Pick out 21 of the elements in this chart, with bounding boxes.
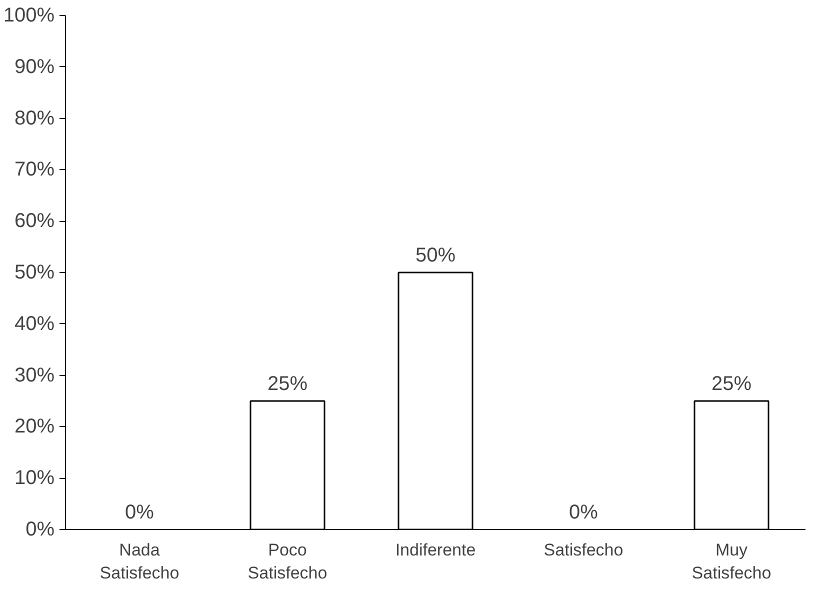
x-tick-label: Satisfecho — [544, 540, 624, 560]
y-tick-label: 20% — [14, 416, 55, 438]
x-tick-label: Muy Satisfecho — [692, 540, 772, 582]
data-label: 0% — [125, 502, 154, 524]
x-tick-label: Indiferente — [395, 540, 476, 560]
y-tick-label: 70% — [14, 158, 55, 181]
y-tick-label: 90% — [14, 56, 55, 78]
data-label: 50% — [415, 244, 456, 266]
y-tick-label: 80% — [14, 107, 55, 130]
y-tick-label: 0% — [26, 518, 55, 540]
data-label: 25% — [711, 373, 752, 395]
y-tick-label: 30% — [14, 364, 55, 386]
y-tick-label: 40% — [14, 312, 55, 335]
y-tick-label: 10% — [14, 467, 55, 490]
y-tick-label: 60% — [14, 210, 55, 232]
x-tick-label: Poco Satisfecho — [248, 540, 328, 582]
y-tick-label: 50% — [14, 262, 55, 284]
data-label: 0% — [569, 502, 598, 524]
x-tick-label: Nada Satisfecho — [100, 540, 180, 582]
data-label: 25% — [267, 373, 308, 395]
y-tick-label: 100% — [3, 4, 55, 26]
